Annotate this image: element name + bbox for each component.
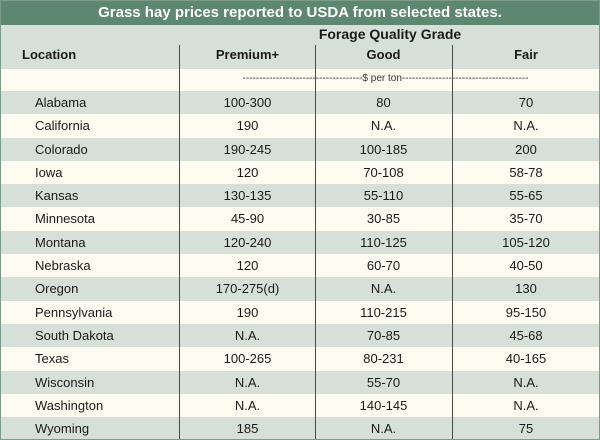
fair-cell: 45-68 bbox=[509, 327, 543, 343]
table-row: Wyoming 185 N.A. 75 bbox=[0, 417, 600, 440]
group-header-forage-quality: Forage Quality Grade bbox=[318, 26, 462, 42]
location-cell: Alabama bbox=[35, 95, 87, 110]
location-cell: South Dakota bbox=[35, 327, 114, 343]
location-cell: Nebraska bbox=[35, 258, 91, 274]
good-cell: 110-125 bbox=[360, 234, 407, 250]
location-cell: Pennsylvania bbox=[35, 304, 113, 320]
fair-cell: 105-120 bbox=[502, 234, 550, 250]
premium-cell: 120 bbox=[236, 258, 259, 274]
fair-cell: 58-78 bbox=[509, 164, 543, 180]
good-cell: 70-108 bbox=[363, 164, 404, 180]
premium-cell: 170-275(d) bbox=[215, 281, 280, 297]
fair-cell: 95-150 bbox=[505, 304, 547, 320]
premium-cell: 190 bbox=[236, 304, 259, 320]
fair-cell: 55-65 bbox=[509, 188, 543, 204]
good-cell: 55-110 bbox=[363, 188, 404, 204]
column-divider bbox=[315, 45, 316, 440]
good-cell: 60-70 bbox=[366, 258, 401, 274]
fair-cell: 70 bbox=[518, 95, 534, 110]
location-cell: Colorado bbox=[35, 141, 88, 157]
fair-cell: 200 bbox=[515, 141, 537, 157]
premium-cell: 100-300 bbox=[223, 95, 272, 110]
premium-cell: N.A. bbox=[234, 327, 261, 343]
good-cell: 140-145 bbox=[359, 397, 408, 413]
good-cell: N.A. bbox=[370, 281, 397, 297]
fair-cell: N.A. bbox=[513, 374, 539, 390]
good-cell: 30-85 bbox=[366, 211, 401, 227]
table-row: Montana 120-240 110-125 105-120 bbox=[0, 230, 600, 255]
table-row: Iowa 120 70-108 58-78 bbox=[0, 160, 600, 185]
fair-cell: 40-165 bbox=[505, 351, 547, 367]
fair-cell: 130 bbox=[515, 281, 537, 297]
location-cell: Kansas bbox=[35, 188, 79, 204]
table-row: Colorado 190-245 100-185 200 bbox=[0, 137, 600, 161]
fair-cell: 75 bbox=[518, 421, 534, 437]
table-row: Alabama 100-300 80 70 bbox=[0, 91, 600, 115]
table-row: Oregon 170-275(d) N.A. 130 bbox=[0, 277, 600, 301]
location-cell: Wisconsin bbox=[35, 374, 95, 390]
good-cell: 80 bbox=[376, 95, 391, 110]
premium-cell: 120 bbox=[236, 164, 259, 180]
premium-cell: 100-265 bbox=[223, 351, 272, 367]
table-row: California 190 N.A. N.A. bbox=[0, 114, 600, 138]
table-row: Wisconsin N.A. 55-70 N.A. bbox=[0, 370, 600, 394]
location-cell: Texas bbox=[35, 351, 69, 367]
premium-cell: 120-240 bbox=[223, 234, 272, 250]
column-header-good: Good bbox=[366, 47, 401, 62]
table-row: South Dakota N.A. 70-85 45-68 bbox=[0, 323, 600, 348]
table-row: Pennsylvania 190 110-215 95-150 bbox=[0, 300, 600, 324]
fair-cell: N.A. bbox=[513, 397, 539, 413]
location-cell: California bbox=[35, 118, 90, 134]
column-header-fair: Fair bbox=[514, 47, 538, 62]
column-header-premium: Premium+ bbox=[215, 47, 280, 62]
table-row: Minnesota 45-90 30-85 35-70 bbox=[0, 207, 600, 231]
premium-cell: 190 bbox=[236, 118, 259, 134]
unit-label: ------------------------------------$ pe… bbox=[242, 73, 529, 84]
location-cell: Montana bbox=[35, 234, 86, 250]
location-cell: Wyoming bbox=[35, 421, 90, 437]
table-row: Kansas 130-135 55-110 55-65 bbox=[0, 184, 600, 208]
premium-cell: 185 bbox=[236, 421, 259, 437]
column-divider bbox=[452, 45, 453, 440]
good-cell: 80-231 bbox=[363, 351, 404, 367]
table-row: Nebraska 120 60-70 40-50 bbox=[0, 254, 600, 278]
good-cell: N.A. bbox=[370, 421, 397, 437]
premium-cell: 190-245 bbox=[223, 141, 272, 157]
location-cell: Minnesota bbox=[35, 211, 95, 227]
good-cell: 55-70 bbox=[366, 374, 401, 390]
fair-cell: 40-50 bbox=[509, 258, 543, 274]
good-cell: 100-185 bbox=[359, 141, 408, 157]
location-cell: Washington bbox=[35, 397, 104, 413]
fair-cell: 35-70 bbox=[509, 211, 543, 227]
location-cell: Iowa bbox=[35, 164, 63, 180]
table-row: Texas 100-265 80-231 40-165 bbox=[0, 347, 600, 371]
table-title: Grass hay prices reported to USDA from s… bbox=[0, 0, 600, 25]
unit-row: ------------------------------------$ pe… bbox=[0, 69, 600, 91]
good-cell: 110-215 bbox=[360, 304, 407, 320]
column-header-location: Location bbox=[22, 47, 77, 62]
good-cell: 70-85 bbox=[366, 327, 401, 343]
column-divider bbox=[179, 45, 180, 440]
premium-cell: 45-90 bbox=[230, 211, 265, 227]
premium-cell: N.A. bbox=[234, 374, 261, 390]
premium-cell: N.A. bbox=[234, 397, 261, 413]
good-cell: N.A. bbox=[370, 118, 397, 134]
table-header: Forage Quality Grade Location Premium+ G… bbox=[0, 25, 600, 69]
fair-cell: N.A. bbox=[513, 118, 539, 134]
location-cell: Oregon bbox=[35, 281, 79, 297]
table-row: Washington N.A. 140-145 N.A. bbox=[0, 393, 600, 418]
premium-cell: 130-135 bbox=[223, 188, 272, 204]
table-body: Alabama 100-300 80 70 California 190 N.A. N.A. C… bbox=[0, 91, 600, 440]
